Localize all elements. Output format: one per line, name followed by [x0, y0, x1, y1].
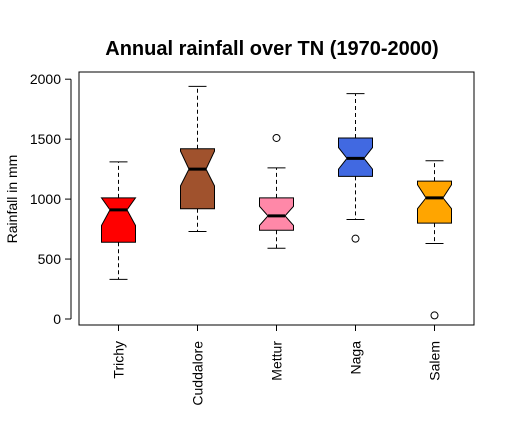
x-tick-label: Cuddalore [190, 341, 206, 406]
box-body [180, 148, 215, 210]
x-tick-label: Trichy [111, 341, 127, 379]
outlier-point [351, 234, 360, 243]
y-tick-label: 0 [53, 311, 61, 327]
y-axis: 0 500 1000 1500 2000 [30, 71, 72, 327]
box-trichy [100, 161, 137, 280]
outlier-point [272, 133, 281, 142]
x-tick-label: Mettur [269, 341, 285, 381]
y-axis-label: Rainfall in mm [4, 155, 20, 244]
box-mettur [259, 133, 294, 249]
x-axis: Trichy Cuddalore Mettur Naga Salem [111, 324, 443, 406]
chart-title: Annual rainfall over TN (1970-2000) [105, 38, 438, 60]
box-body [417, 180, 452, 224]
y-tick-label: 1000 [30, 191, 61, 207]
x-tick-label: Salem [427, 341, 443, 381]
x-tick-label: Naga [348, 341, 364, 375]
y-tick-label: 1500 [30, 131, 61, 147]
box-cuddalore [180, 85, 215, 232]
box-naga [338, 93, 373, 243]
y-tick-label: 2000 [30, 71, 61, 87]
boxes [100, 85, 452, 320]
box-body [259, 197, 294, 231]
y-tick-label: 500 [38, 251, 62, 267]
box-body [100, 197, 137, 243]
box-salem [417, 160, 452, 320]
outlier-point [430, 311, 439, 320]
